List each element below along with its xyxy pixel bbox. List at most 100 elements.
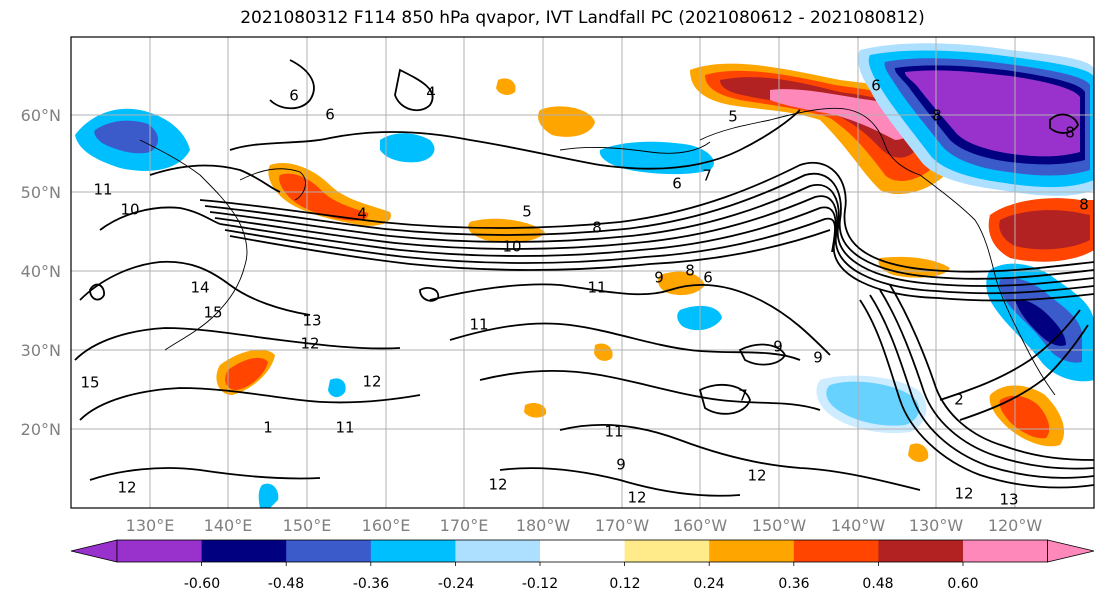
contour-label: 7 <box>738 387 748 405</box>
contour-label: 7 <box>702 167 712 185</box>
colorbar-extend-low <box>70 539 118 563</box>
contour-label: 5 <box>522 203 532 221</box>
shade-hawaii-lightblue <box>816 375 927 434</box>
lat-label: 20°N <box>21 420 61 439</box>
contour-label: 1 <box>263 419 273 437</box>
colorbar <box>70 539 1095 566</box>
colorbar-extend-high <box>1047 539 1095 563</box>
contour-label: 8 <box>592 219 602 237</box>
chart-title: 2021080312 F114 850 hPa qvapor, IVT Land… <box>240 8 925 28</box>
colorbar-tick-label: -0.24 <box>438 576 474 592</box>
colorbar-bin <box>624 540 710 562</box>
lat-label: 30°N <box>21 341 61 360</box>
coastlines <box>139 107 1056 396</box>
shade-pac-cyan-5 <box>328 378 346 398</box>
colorbar-tick-label: 0.48 <box>862 576 893 592</box>
contour-label: 4 <box>426 84 436 102</box>
lon-label: 160°E <box>362 516 411 535</box>
contour-label: 10 <box>120 201 139 219</box>
shade-pac-orange-10 <box>496 78 516 95</box>
colorbar-bin <box>286 540 372 562</box>
contour-label: 11 <box>93 181 112 199</box>
lon-label: 130°E <box>126 516 175 535</box>
colorbar-bin <box>793 540 879 562</box>
shade-okhotsk-blue <box>94 120 159 154</box>
contour-label: 11 <box>604 423 623 441</box>
contour-label: 11 <box>587 279 606 297</box>
contour-label: 12 <box>627 489 646 507</box>
colorbar-tick-label: -0.48 <box>268 576 304 592</box>
contour-label: 8 <box>1079 196 1089 214</box>
shade-pac-orange-7 <box>524 403 547 418</box>
shade-japan-red <box>279 173 369 221</box>
contour-label: 12 <box>747 467 766 485</box>
shade-sea-cyan-2 <box>380 133 435 163</box>
contour-label: 8 <box>1065 124 1075 142</box>
shade-pac-orange-2 <box>468 218 545 243</box>
shade-pac-orange-9 <box>594 343 613 361</box>
lon-label: 140°W <box>831 516 886 535</box>
lon-label: 170°E <box>440 516 489 535</box>
lon-label: 150°E <box>283 516 332 535</box>
contour-lines <box>74 59 1094 497</box>
contour-label: 14 <box>190 279 209 297</box>
gridlines <box>71 37 1094 508</box>
colorbar-bin <box>117 540 203 562</box>
contour-label: 13 <box>302 312 321 330</box>
contour-label: 6 <box>871 77 881 95</box>
contour-label: 11 <box>469 316 488 334</box>
contour-label: 4 <box>357 205 367 223</box>
colorbar-bin <box>709 540 795 562</box>
colorbar-bin <box>370 540 456 562</box>
contour-label: 10 <box>502 238 521 256</box>
colorbar-bin <box>878 540 964 562</box>
colorbar-outline <box>116 539 1048 563</box>
colorbar-tick-label: 0.12 <box>609 576 640 592</box>
colorbar-tick-label: 0.60 <box>947 576 978 592</box>
colorbar-tick-label: -0.12 <box>522 576 558 592</box>
lat-label: 60°N <box>21 106 61 125</box>
contour-label: 12 <box>488 476 507 494</box>
colorbar-bin <box>201 540 287 562</box>
contour-label: 8 <box>685 262 695 280</box>
lon-label: 170°W <box>595 516 650 535</box>
colorbar-tick-labels: -0.60 -0.48 -0.36 -0.24 -0.12 0.12 0.24 … <box>184 576 979 592</box>
contour-label: 6 <box>672 175 682 193</box>
contour-label: 6 <box>289 87 299 105</box>
lon-label: 150°W <box>752 516 807 535</box>
shade-baja-red <box>999 395 1050 439</box>
contour-label: 12 <box>362 373 381 391</box>
shade-calif-navy <box>1015 299 1066 346</box>
shade-pac-orange-1 <box>538 106 595 137</box>
lon-label: 130°W <box>909 516 964 535</box>
contour-label: 6 <box>703 269 713 287</box>
lat-labels: 60°N 50°N 40°N 30°N 20°N <box>21 106 61 439</box>
lon-label: 140°E <box>204 516 253 535</box>
colorbar-bin <box>455 540 541 562</box>
contour-label: 9 <box>616 456 626 474</box>
contour-label: 12 <box>117 479 136 497</box>
lat-label: 50°N <box>21 183 61 202</box>
shade-pac-cyan-6 <box>258 483 279 508</box>
shade-canada-purple <box>904 70 1080 157</box>
contour-label: 9 <box>654 269 664 287</box>
contour-label: 8 <box>932 107 942 125</box>
contour-label: 12 <box>300 335 319 353</box>
contour-label: 11 <box>335 419 354 437</box>
shade-pac-orange-8 <box>908 443 929 462</box>
colorbar-bin <box>540 540 626 562</box>
lon-label: 180°W <box>516 516 571 535</box>
shade-nwcoast-darkred <box>999 210 1090 250</box>
contour-label: 12 <box>954 485 973 503</box>
lon-label: 160°W <box>673 516 728 535</box>
colorbar-tick-label: -0.36 <box>353 576 389 592</box>
lon-label: 120°W <box>988 516 1043 535</box>
contour-label: 15 <box>80 374 99 392</box>
contour-label: 5 <box>728 108 738 126</box>
lat-label: 40°N <box>21 262 61 281</box>
colorbar-tick-label: -0.60 <box>184 576 220 592</box>
contour-label: 2 <box>954 391 964 409</box>
lon-labels: 130°E 140°E 150°E 160°E 170°E 180°W 170°… <box>126 516 1043 535</box>
